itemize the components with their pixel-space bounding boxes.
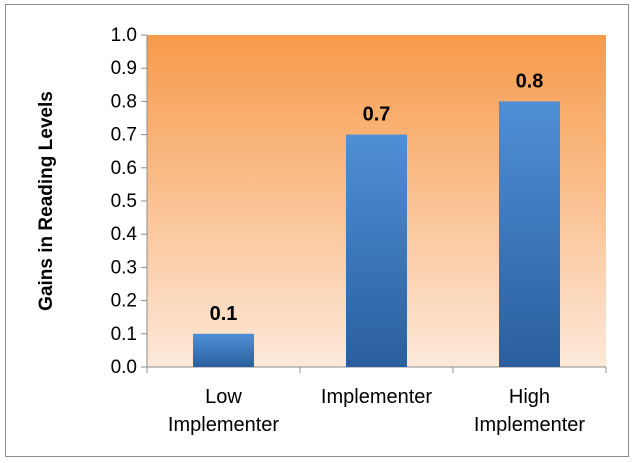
- y-tick-label: 0.1: [111, 324, 137, 345]
- y-tick-label: 0.9: [111, 58, 137, 79]
- y-tick-label: 0.3: [111, 257, 137, 278]
- y-tick-label: 0.8: [111, 91, 137, 112]
- x-tick-label: Implementer: [474, 414, 585, 436]
- x-tick-label: Implementer: [168, 414, 279, 436]
- x-tick-label: Implementer: [321, 386, 432, 408]
- y-tick-label: 0.2: [111, 291, 137, 312]
- bar: [346, 134, 407, 367]
- labels: 0.0 0.1 0.2 0.3 0.4 0.5 0.6 0.7 0.8 0.9 1.0 0.1 Low I…: [111, 25, 586, 436]
- data-label: 0.1: [210, 303, 238, 325]
- y-tick-label: 0.7: [111, 125, 137, 146]
- y-axis-title: Gains in Reading Levels: [36, 91, 57, 311]
- x-tick-label: Low: [205, 386, 242, 408]
- y-tick-label: 0.4: [111, 224, 138, 245]
- data-label: 0.7: [363, 104, 391, 126]
- data-label: 0.8: [516, 70, 544, 92]
- x-tick-label: High: [509, 386, 550, 408]
- y-tick-label: 1.0: [111, 25, 137, 46]
- chart-frame: 0.0 0.1 0.2 0.3 0.4 0.5 0.6 0.7 0.8 0.9 1.0 0.1 Low I…: [5, 4, 629, 457]
- y-tick-label: 0.0: [111, 357, 137, 378]
- y-tick-label: 0.5: [111, 191, 137, 212]
- bars: [193, 101, 560, 368]
- bar: [499, 101, 560, 368]
- y-tick-label: 0.6: [111, 158, 137, 179]
- bar: [193, 333, 254, 367]
- bar-chart: 0.0 0.1 0.2 0.3 0.4 0.5 0.6 0.7 0.8 0.9 1.0 0.1 Low I…: [36, 25, 607, 436]
